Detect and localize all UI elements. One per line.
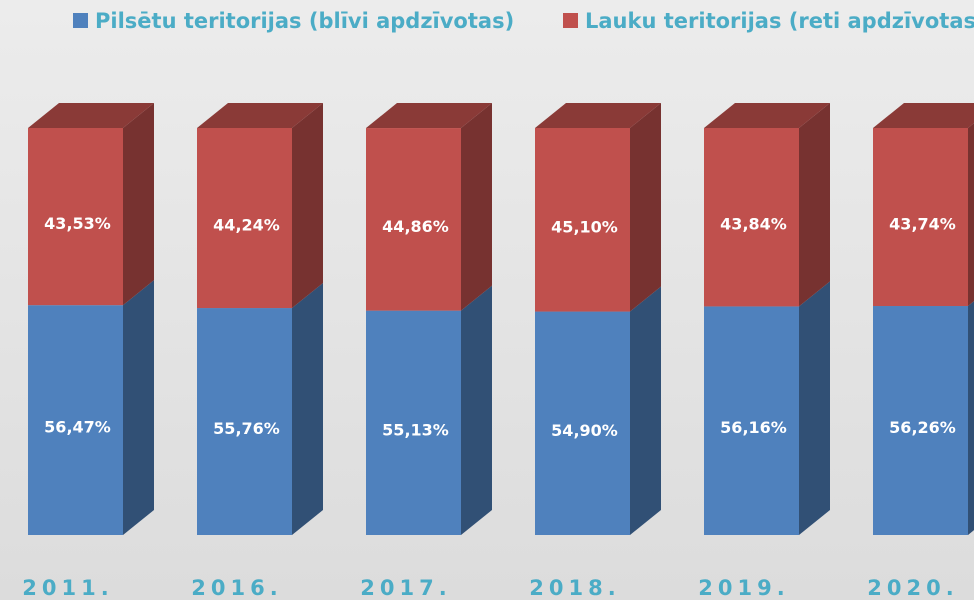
bar-top [28, 103, 154, 128]
data-label: 56,47% [44, 418, 111, 437]
bar [873, 306, 968, 535]
bar-top [366, 103, 492, 129]
bar-top [704, 103, 830, 128]
bar-top [535, 103, 661, 128]
bar [535, 128, 630, 312]
bar [28, 128, 123, 306]
bar [535, 311, 630, 535]
data-label: 43,53% [44, 214, 111, 233]
bar-side [461, 103, 492, 311]
data-label: 55,13% [382, 420, 449, 439]
bar-side [461, 285, 492, 535]
legend-label: Pilsētu teritorijas (blīvi apdzīvotas) [95, 9, 514, 33]
data-label: 56,16% [720, 418, 787, 437]
bar [28, 305, 123, 535]
x-tick-label: 2016. [191, 576, 282, 600]
x-tick-label: 2017. [360, 576, 451, 600]
bar [704, 306, 799, 535]
bar-side [630, 103, 661, 312]
legend-label: Lauku teritorijas (reti apdzīvotas) [585, 9, 974, 33]
bar-top [873, 103, 974, 128]
bar-side [799, 281, 830, 535]
bar-side [123, 103, 154, 306]
bar [873, 128, 968, 307]
data-label: 43,84% [720, 215, 787, 234]
x-tick-label: 2018. [529, 576, 620, 600]
bar [366, 128, 461, 311]
x-tick-label: 2019. [698, 576, 789, 600]
legend-swatch [73, 13, 88, 28]
bar-side [799, 103, 830, 307]
x-tick-label: 2011. [22, 576, 113, 600]
legend-swatch [563, 13, 578, 28]
bar-side [123, 280, 154, 535]
data-label: 44,86% [382, 217, 449, 236]
bar-side [968, 301, 974, 535]
bar [197, 128, 292, 309]
bar [704, 128, 799, 307]
bar-side [292, 283, 323, 535]
bar-side [630, 286, 661, 535]
data-label: 44,24% [213, 216, 280, 235]
data-label: 43,74% [889, 215, 956, 234]
bar-top [197, 103, 323, 128]
bar-side [968, 123, 974, 307]
data-label: 54,90% [551, 421, 618, 440]
bar-side [292, 103, 323, 309]
data-label: 56,26% [889, 418, 956, 437]
data-label: 45,10% [551, 217, 618, 236]
data-label: 55,76% [213, 419, 280, 438]
bar [366, 310, 461, 535]
bar [197, 308, 292, 535]
x-tick-label: 2020. [867, 576, 958, 600]
